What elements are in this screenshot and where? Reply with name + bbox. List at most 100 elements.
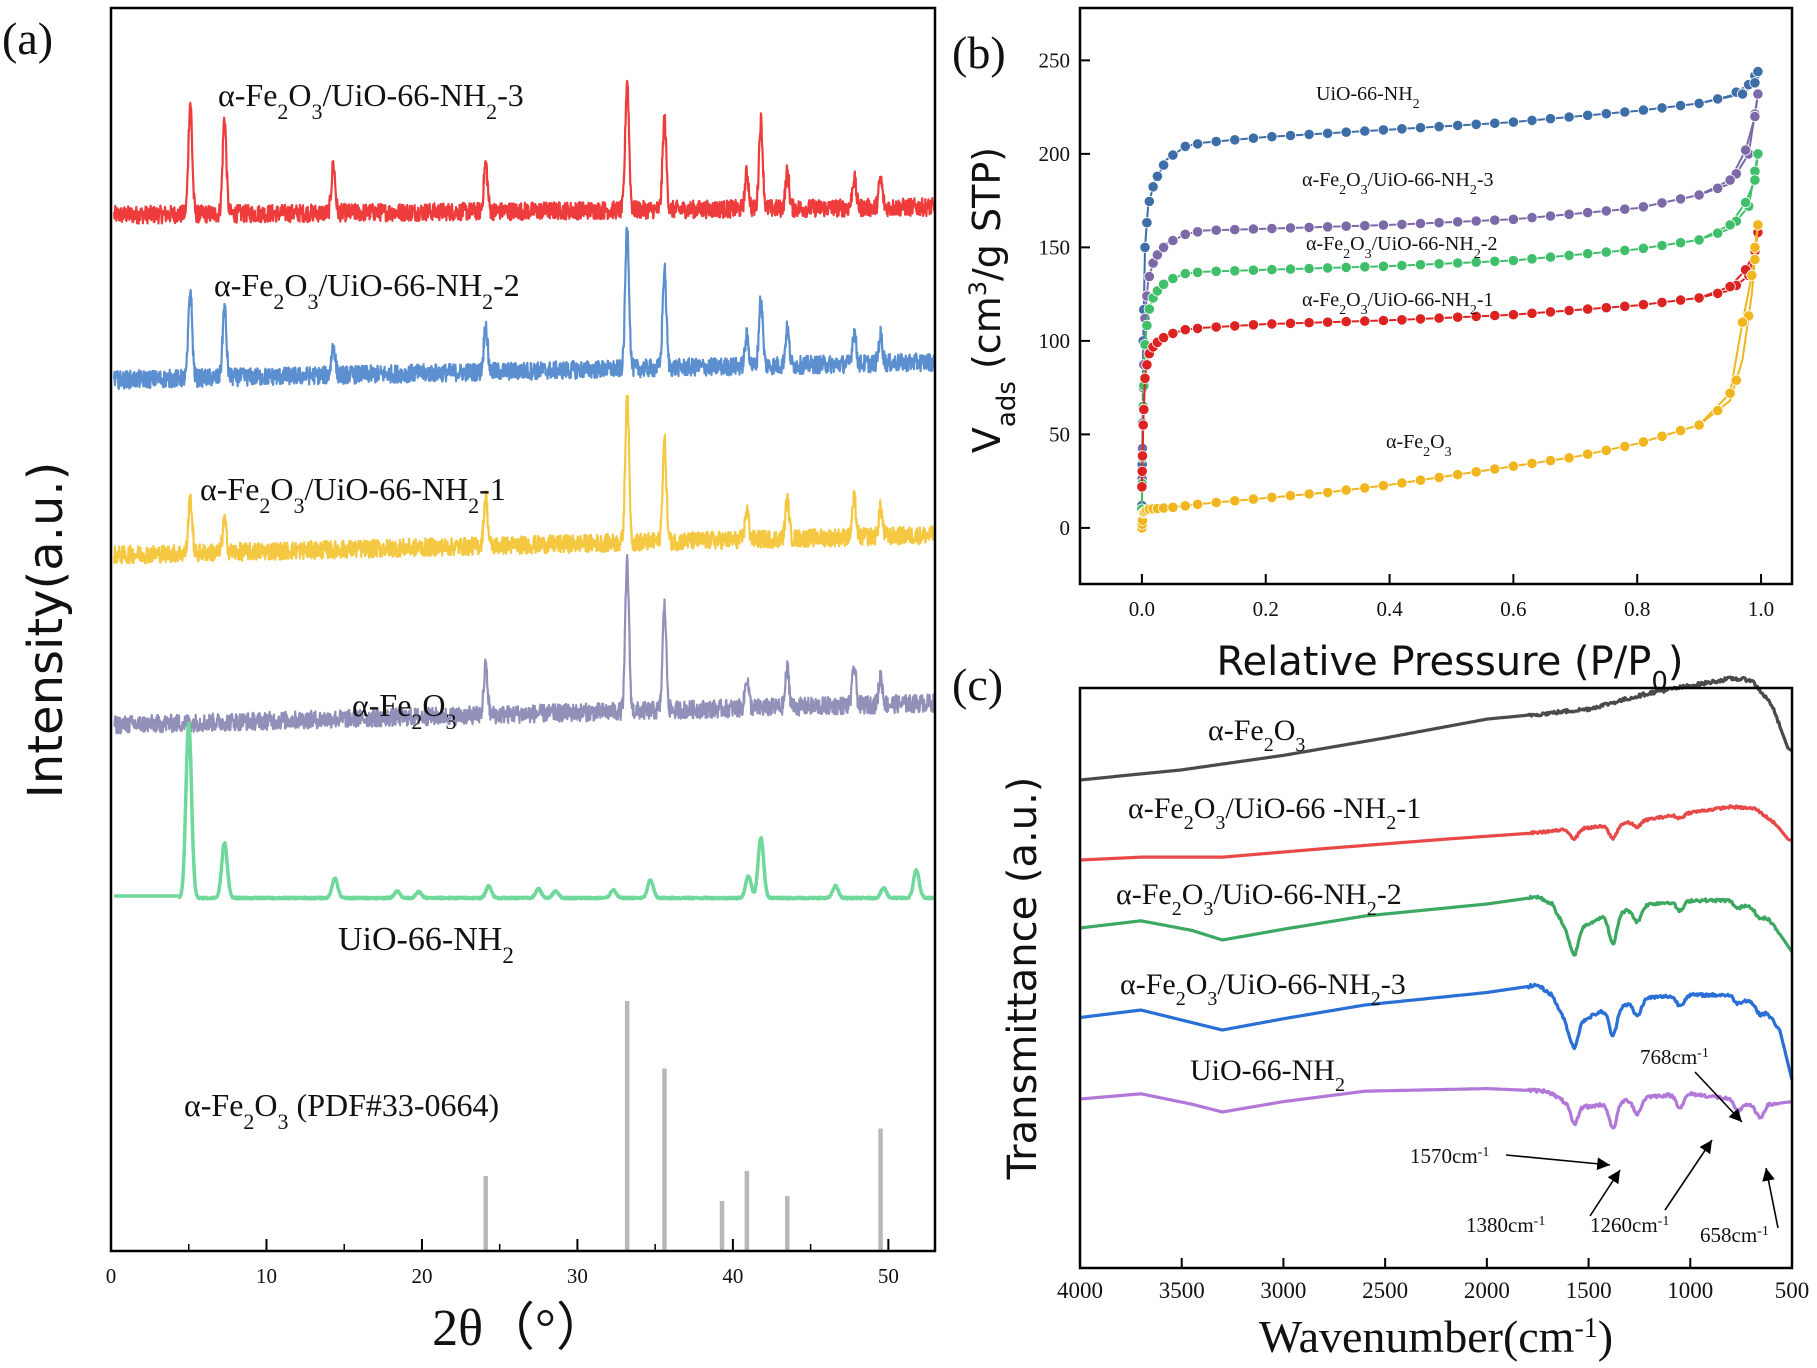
isotherm-point: [1340, 315, 1352, 328]
isotherm-point: [1414, 474, 1427, 486]
isotherm-point: [1619, 244, 1631, 256]
xrd-series-labels: α-Fe2O3/UiO-66-NH2-3 α-Fe2O3/UiO-66-NH2-…: [184, 77, 524, 1134]
isotherm-point: [1139, 241, 1151, 253]
isotherm-point: [1414, 259, 1427, 271]
isotherm-point: [1266, 491, 1278, 503]
isotherm-point: [1600, 246, 1612, 258]
isotherm-point: [1582, 207, 1594, 219]
isotherm-point: [1210, 321, 1222, 333]
isotherm-desorption-point: [1693, 189, 1705, 201]
iso-label-fe2o3: α-Fe2O3: [1386, 431, 1452, 460]
ftir-annotation-arrow: [1664, 1139, 1713, 1211]
xrd-x-ticks: 0 10 20 30 40 50: [106, 1239, 899, 1288]
isotherm-point: [1563, 249, 1575, 261]
ftir-label-comp2: α-Fe2O3/UiO-66-NH2-2: [1116, 878, 1402, 920]
isotherm-point: [1544, 454, 1557, 467]
isotherm-point: [1433, 312, 1445, 324]
isotherm-point: [1563, 111, 1575, 123]
isotherm-point: [1247, 319, 1260, 331]
isotherm-point: [1303, 128, 1315, 140]
isotherm-point: [1266, 222, 1278, 235]
isotherm-point: [1210, 135, 1222, 148]
ftir-annotation-arrow: [1694, 1071, 1743, 1123]
isotherm-point: [1396, 123, 1408, 135]
isotherm-point: [1637, 201, 1650, 213]
isotherm-point: [1137, 419, 1149, 431]
isotherm-desorption-point: [1693, 419, 1705, 431]
isotherm-point: [1143, 195, 1155, 207]
ftir-panel: (c) 4000 3500 3000 2500 2000 1500 1000 500 Wave…: [952, 659, 1809, 1362]
isotherm-point: [1619, 203, 1631, 215]
isotherm-point: [1489, 255, 1501, 267]
isotherm-point: [1582, 303, 1594, 315]
isotherm-point: [1158, 159, 1170, 171]
isotherm-point: [1656, 430, 1668, 442]
isotherm-point: [1158, 241, 1170, 253]
isotherm-point: [1136, 481, 1148, 493]
isotherm-plot-area: [1136, 66, 1764, 534]
isotherm-point: [1377, 314, 1390, 327]
isotherm-point: [1712, 93, 1724, 105]
isotherm-point: [1192, 138, 1204, 150]
isotherm-point: [1179, 140, 1191, 152]
ftir-annotations: 768cm-1 1570cm-1 1380cm-1 1260cm-1 658cm-1: [1410, 1045, 1779, 1247]
xrd-series-line: [112, 721, 937, 901]
isotherm-point: [1749, 253, 1761, 266]
isotherm-y-tick-label: 150: [1039, 235, 1071, 259]
ftir-label-fe2o3: α-Fe2O3: [1208, 714, 1305, 756]
isotherm-point: [1452, 311, 1464, 323]
ftir-series-line: [1079, 675, 1793, 782]
isotherm-desorption-point: [1746, 269, 1758, 281]
isotherm-point: [1136, 465, 1148, 477]
isotherm-point: [1470, 256, 1482, 268]
xrd-x-axis-title: 2θ（°）: [432, 1300, 608, 1357]
isotherm-point: [1452, 468, 1464, 481]
isotherm-desorption-point: [1693, 234, 1705, 246]
isotherm-point: [1414, 217, 1427, 230]
ftir-series-line: [1079, 1087, 1793, 1130]
ftir-label-comp1: α-Fe2O3/UiO-66 -NH2-1: [1128, 792, 1421, 834]
isotherm-point: [1377, 219, 1390, 231]
isotherm-point: [1563, 452, 1575, 464]
isotherm-point: [1141, 319, 1153, 332]
isotherm-point: [1396, 477, 1408, 489]
ftir-annotation-label: 1260cm-1: [1590, 1213, 1669, 1237]
isotherm-point: [1414, 122, 1427, 134]
xrd-y-axis-title: Intensity(a.u.): [18, 462, 74, 799]
isotherm-point: [1151, 249, 1164, 261]
isotherm-point: [1284, 490, 1297, 502]
isotherm-point: [1507, 460, 1520, 472]
isotherm-desorption-point: [1740, 196, 1752, 209]
isotherm-point: [1322, 262, 1334, 274]
isotherm-point: [1266, 131, 1278, 143]
isotherm-point: [1136, 450, 1149, 462]
isotherm-point: [1167, 327, 1179, 339]
isotherm-point: [1138, 403, 1150, 416]
isotherm-point: [1340, 220, 1352, 232]
isotherm-point: [1266, 263, 1278, 276]
isotherm-point: [1675, 424, 1687, 437]
ftir-x-tick-label: 1000: [1667, 1278, 1713, 1303]
isotherm-y-tick-label: 250: [1039, 48, 1071, 72]
xrd-series-line: [113, 554, 937, 735]
isotherm-point: [1675, 193, 1687, 205]
isotherm-desorption-point: [1749, 77, 1761, 89]
isotherm-point: [1359, 315, 1371, 327]
isotherm-x-tick-label: 0.2: [1253, 597, 1279, 621]
isotherm-point: [1414, 313, 1427, 325]
isotherm-point: [1322, 316, 1334, 328]
isotherm-point: [1619, 300, 1631, 312]
isotherm-desorption-point: [1752, 66, 1764, 78]
isotherm-y-tick-label: 100: [1039, 329, 1071, 353]
xrd-frame: [109, 6, 937, 1253]
isotherm-point: [1322, 127, 1334, 139]
isotherm-point: [1322, 221, 1334, 233]
xrd-label-comp1: α-Fe2O3/UiO-66-NH2-1: [200, 471, 506, 518]
isotherm-point: [1377, 124, 1390, 136]
isotherm-point: [1433, 471, 1445, 483]
ftir-series-line: [1079, 982, 1794, 1081]
ftir-x-tick-label: 3000: [1260, 1278, 1306, 1303]
isotherm-point: [1433, 258, 1445, 270]
isotherm-point: [1143, 303, 1155, 315]
